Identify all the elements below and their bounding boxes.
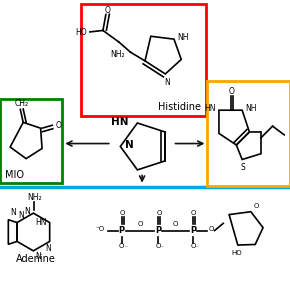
Text: ⁻: ⁻	[125, 246, 128, 251]
Text: HN: HN	[204, 104, 215, 113]
Text: HO: HO	[231, 250, 242, 256]
Text: ⁻: ⁻	[196, 246, 199, 251]
Text: O: O	[104, 6, 110, 15]
Text: ⁻O: ⁻O	[95, 226, 104, 232]
Text: N: N	[45, 244, 51, 253]
Text: O: O	[155, 244, 161, 249]
Bar	[0, 99, 62, 183]
Text: ⁻: ⁻	[161, 246, 164, 251]
Text: P: P	[190, 226, 196, 235]
Text: N: N	[25, 207, 30, 216]
Text: N: N	[19, 211, 24, 220]
Text: HN: HN	[111, 117, 129, 126]
Text: O: O	[119, 244, 124, 249]
Bar	[81, 4, 206, 116]
Text: O: O	[120, 210, 125, 216]
Text: O: O	[229, 87, 235, 97]
Text: N: N	[125, 140, 133, 150]
Text: N: N	[35, 252, 41, 261]
Text: P: P	[119, 226, 125, 235]
Text: O: O	[137, 221, 143, 227]
Text: HO: HO	[75, 28, 87, 37]
Text: HN: HN	[35, 218, 47, 227]
Text: NH: NH	[177, 33, 189, 42]
Text: Histidine: Histidine	[158, 102, 201, 112]
Text: P: P	[155, 226, 161, 235]
Text: Adenine: Adenine	[16, 254, 56, 264]
Text: S: S	[241, 163, 245, 172]
Text: NH: NH	[246, 104, 257, 113]
Text: O: O	[209, 226, 214, 232]
Text: O: O	[191, 210, 196, 216]
Text: NH₂: NH₂	[110, 50, 125, 59]
Text: O: O	[190, 244, 195, 249]
Text: O: O	[156, 210, 162, 216]
Text: N: N	[10, 208, 16, 218]
Text: O: O	[56, 121, 61, 130]
Text: NH₂: NH₂	[27, 193, 41, 202]
Bar	[207, 81, 290, 186]
Text: O: O	[173, 221, 178, 227]
Text: CH₂: CH₂	[15, 99, 29, 108]
Text: N: N	[164, 78, 170, 87]
Text: MIO: MIO	[5, 171, 24, 180]
Text: O: O	[253, 203, 259, 209]
